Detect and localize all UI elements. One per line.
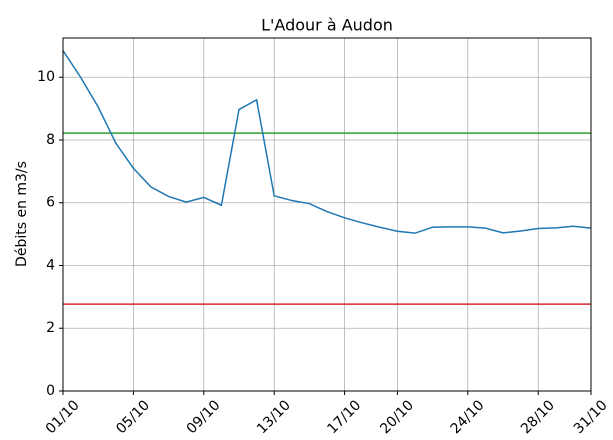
y-tick-label: 4 — [46, 257, 55, 273]
y-axis-label: Débits en m3/s — [14, 161, 30, 267]
y-tick-label: 2 — [46, 320, 55, 336]
x-tick-label: 28/10 — [518, 397, 558, 437]
x-tick-label: 20/10 — [377, 397, 417, 437]
y-tick-label: 10 — [37, 69, 55, 85]
x-tick-label: 17/10 — [324, 397, 364, 437]
x-tick-label: 24/10 — [448, 397, 488, 437]
plot-frame — [62, 37, 592, 392]
x-tick-label: 01/10 — [43, 397, 83, 437]
x-tick-label: 09/10 — [184, 397, 224, 437]
line — [62, 50, 592, 234]
x-tick-label: 31/10 — [571, 397, 611, 437]
chart-title: L'Adour à Audon — [261, 16, 393, 35]
y-tick-label: 8 — [46, 132, 55, 148]
y-tick-label: 6 — [46, 195, 55, 211]
y-tick-label: 0 — [46, 383, 55, 399]
x-tick-label: 13/10 — [254, 397, 294, 437]
x-tick-label: 05/10 — [113, 397, 153, 437]
